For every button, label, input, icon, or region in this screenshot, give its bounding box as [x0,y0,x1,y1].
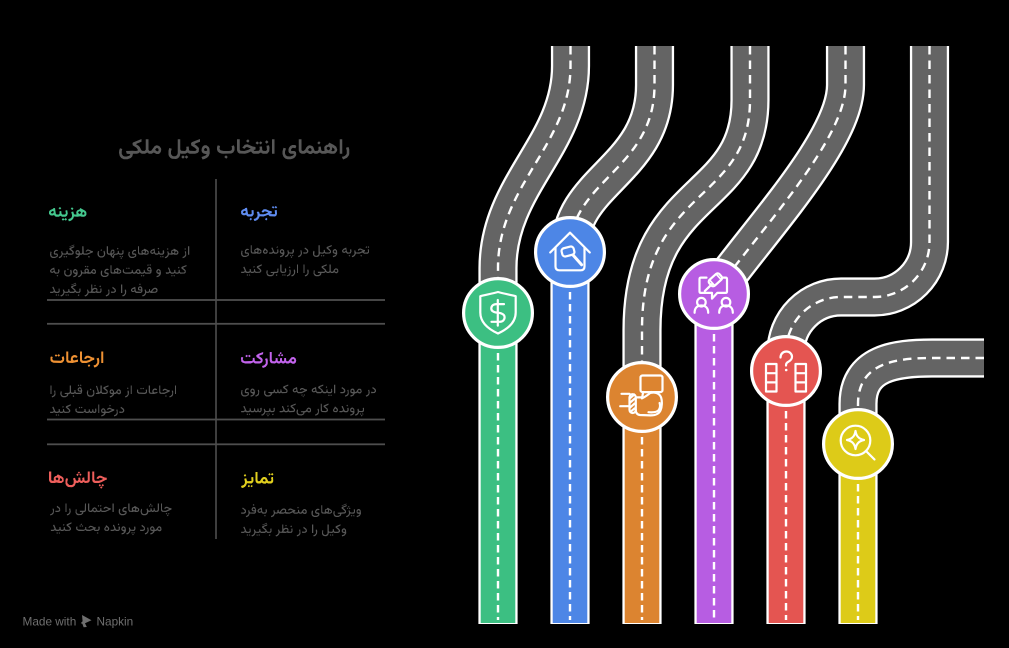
svg-text:Napkin: Napkin [97,614,134,628]
svg-text:Made with: Made with [23,614,77,628]
